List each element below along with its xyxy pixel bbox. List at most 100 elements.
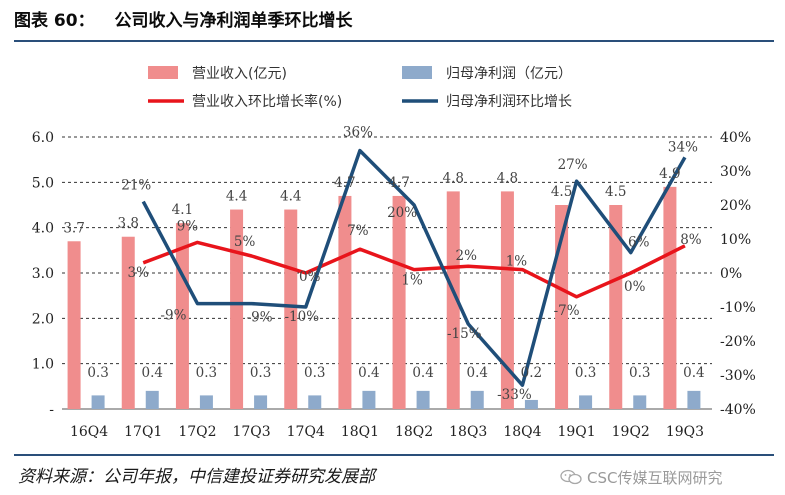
right-tick-label: -10% xyxy=(720,300,756,316)
profit-bar xyxy=(470,390,484,409)
profit-data-label: 0.3 xyxy=(575,365,596,381)
profit-growth-label: -33% xyxy=(497,387,532,403)
revenue-growth-label: 1% xyxy=(401,273,423,289)
profit-data-label: 0.4 xyxy=(683,365,704,381)
profit-bar xyxy=(254,395,268,409)
revenue-data-label: 4.7 xyxy=(334,175,355,191)
revenue-growth-label: 0% xyxy=(624,279,646,295)
revenue-bar xyxy=(609,205,623,409)
category-label: 18Q3 xyxy=(449,424,487,440)
profit-growth-label: 21% xyxy=(121,178,151,194)
profit-bar xyxy=(145,390,159,409)
right-tick-label: 0% xyxy=(720,266,742,282)
revenue-bar xyxy=(446,191,460,409)
profit-growth-label: -15% xyxy=(447,326,482,342)
left-tick-label: 6.0 xyxy=(32,130,54,146)
revenue-data-label: 3.8 xyxy=(118,216,139,232)
figure-title: 图表 60： 公司收入与净利润单季环比增长 xyxy=(14,6,774,34)
category-label: 18Q2 xyxy=(395,424,433,440)
profit-data-label: 0.3 xyxy=(87,365,108,381)
revenue-growth-label: 5% xyxy=(234,234,256,250)
revenue-data-label: 4.5 xyxy=(551,184,572,200)
revenue-bar xyxy=(67,241,81,409)
profit-data-label: 0.3 xyxy=(629,365,650,381)
revenue-bar xyxy=(121,236,135,409)
source-note: 资料来源：公司年报，中信建投证券研究发展部 xyxy=(18,467,375,487)
profit-data-label: 0.4 xyxy=(412,365,433,381)
profit-growth-label: -10% xyxy=(284,309,319,325)
left-tick-label: 3.0 xyxy=(32,266,54,282)
profit-data-label: 0.3 xyxy=(196,365,217,381)
left-tick-label: 1.0 xyxy=(32,357,54,373)
profit-bar xyxy=(633,395,647,409)
right-tick-label: 20% xyxy=(720,198,751,214)
profit-bar xyxy=(524,399,538,409)
right-tick-label: 10% xyxy=(720,232,751,248)
revenue-data-label: 4.7 xyxy=(388,175,409,191)
legend-label-0: 营业收入(亿元) xyxy=(192,66,287,82)
profit-growth-label: -9% xyxy=(247,310,273,326)
revenue-growth-label: 3% xyxy=(128,265,150,281)
right-tick-label: -40% xyxy=(720,402,756,418)
right-tick-label: 40% xyxy=(720,130,751,146)
title-divider xyxy=(14,40,774,42)
revenue-growth-line xyxy=(142,240,686,299)
revenue-growth-label: 2% xyxy=(456,248,478,264)
right-tick-label: -30% xyxy=(720,368,756,384)
profit-bar xyxy=(308,395,322,409)
category-label: 19Q3 xyxy=(666,424,704,440)
legend-label-1: 归母净利润（亿元） xyxy=(446,65,572,82)
category-label: 18Q4 xyxy=(503,424,541,440)
profit-bar xyxy=(687,390,701,409)
profit-growth-label: -9% xyxy=(160,308,186,324)
revenue-bar xyxy=(230,209,244,409)
category-label: 19Q1 xyxy=(557,424,595,440)
footer-divider xyxy=(14,454,774,456)
profit-data-label: 0.3 xyxy=(250,365,271,381)
profit-bar xyxy=(416,390,430,409)
legend-swatch-1 xyxy=(402,66,432,79)
revenue-data-label: 4.4 xyxy=(280,189,301,205)
revenue-data-label: 3.7 xyxy=(63,220,84,236)
left-tick-label: - xyxy=(49,402,54,418)
profit-growth-label: 20% xyxy=(387,205,417,221)
category-label: 17Q2 xyxy=(178,424,216,440)
category-label: 17Q1 xyxy=(124,424,162,440)
revenue-data-label: 4.4 xyxy=(226,189,247,205)
wechat-icon xyxy=(560,469,582,485)
revenue-bar xyxy=(663,186,677,409)
revenue-growth-label: 8% xyxy=(680,232,702,248)
profit-data-label: 0.3 xyxy=(304,365,325,381)
figure-title-text: 公司收入与净利润单季环比增长 xyxy=(114,11,353,31)
profit-growth-label: 36% xyxy=(343,125,373,141)
revenue-data-label: 4.1 xyxy=(172,202,193,218)
profit-bar xyxy=(362,390,376,409)
profit-bar xyxy=(199,395,213,409)
left-tick-label: 4.0 xyxy=(32,221,54,237)
category-label: 19Q2 xyxy=(612,424,650,440)
revenue-data-label: 4.9 xyxy=(659,166,680,182)
profit-data-label: 0.4 xyxy=(358,365,379,381)
left-tick-label: 5.0 xyxy=(32,175,54,191)
revenue-growth-label: 7% xyxy=(347,223,369,239)
revenue-growth-label: 0% xyxy=(299,269,321,285)
profit-data-label: 0.2 xyxy=(521,365,542,381)
watermark: CSC传媒互联网研究 xyxy=(560,466,722,488)
category-label: 18Q1 xyxy=(341,424,379,440)
revenue-growth-label: 9% xyxy=(177,218,199,234)
watermark-text: CSC传媒互联网研究 xyxy=(587,468,723,487)
revenue-bar xyxy=(500,191,514,409)
profit-bar xyxy=(579,395,593,409)
category-label: 17Q3 xyxy=(232,424,270,440)
revenue-data-label: 4.8 xyxy=(443,170,464,186)
legend-label-3: 归母净利润环比增长 xyxy=(446,93,572,110)
legend-swatch-0 xyxy=(148,66,178,79)
revenue-bar xyxy=(392,195,406,409)
revenue-growth-label: -7% xyxy=(554,303,580,319)
profit-growth-label: 27% xyxy=(558,157,588,173)
profit-bar xyxy=(91,395,105,409)
profit-data-label: 0.4 xyxy=(467,365,488,381)
profit-growth-line xyxy=(141,148,687,387)
legend-label-2: 营业收入环比增长率(%) xyxy=(192,93,342,110)
